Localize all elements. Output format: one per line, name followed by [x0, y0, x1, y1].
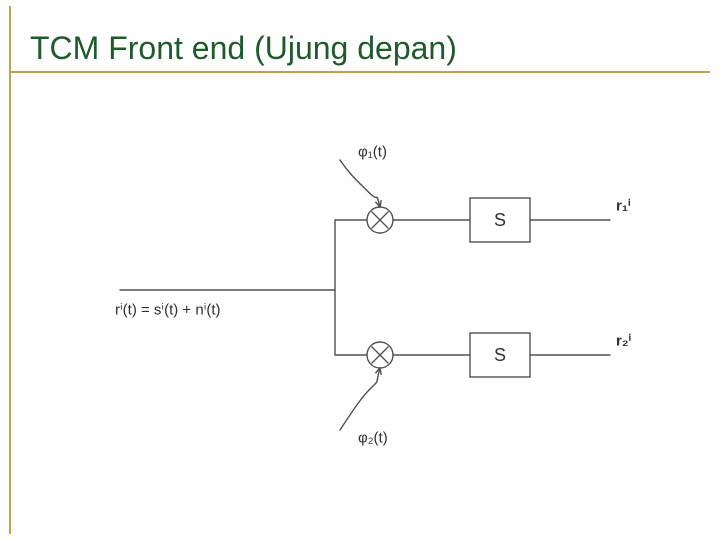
out2-label: r₂ⁱ	[616, 333, 632, 350]
block-top-label: S	[494, 210, 506, 230]
input-label: rⁱ(t) = sⁱ(t) + nⁱ(t)	[115, 302, 221, 319]
phi2-arrow	[340, 368, 380, 430]
block-diagram: S Srⁱ(t) = sⁱ(t) + nⁱ(t) φ₁(t) φ₂(t) r₁ⁱ r₂ⁱ	[80, 130, 640, 450]
page-title: TCM Front end (Ujung depan)	[30, 30, 457, 67]
phi2-label: φ₂(t)	[358, 430, 388, 447]
phi1-label: φ₁(t)	[358, 144, 387, 161]
out1-label: r₁ⁱ	[616, 198, 631, 215]
phi1-arrow	[340, 160, 380, 207]
page-title-text: TCM Front end (Ujung depan)	[30, 30, 457, 66]
slide: TCM Front end (Ujung depan) S Srⁱ(t) = sⁱ…	[0, 0, 720, 540]
block-bottom-label: S	[494, 345, 506, 365]
